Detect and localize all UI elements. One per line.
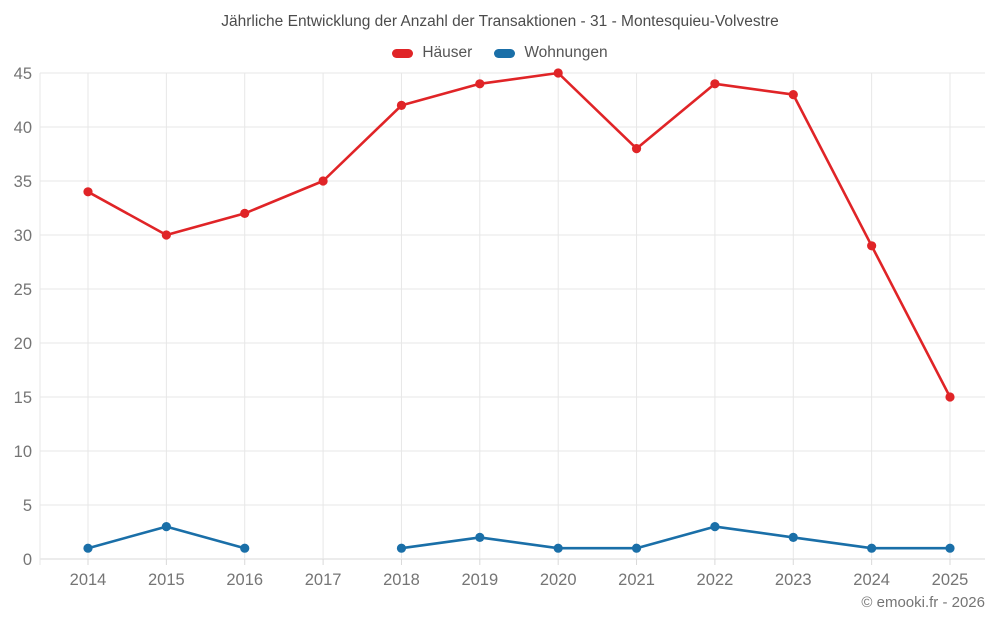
y-tick-label: 15 — [14, 389, 32, 407]
series-line-h-user — [86, 71, 952, 399]
data-point-wohnungen[interactable] — [867, 543, 877, 553]
data-point-wohnungen[interactable] — [788, 532, 798, 543]
data-point-h-user[interactable] — [83, 187, 93, 197]
x-tick-label: 2019 — [461, 571, 498, 589]
data-point-wohnungen[interactable] — [240, 543, 250, 553]
chart-title: Jährliche Entwicklung der Anzahl der Tra… — [221, 13, 779, 30]
legend-item-wohnungen[interactable]: Wohnungen — [494, 44, 608, 62]
y-tick-label: 5 — [23, 497, 32, 515]
data-point-h-user[interactable] — [945, 392, 955, 402]
x-tick-label: 2022 — [697, 571, 734, 589]
y-tick-label: 10 — [14, 443, 32, 461]
data-point-h-user[interactable] — [788, 90, 798, 100]
x-tick-label: 2025 — [932, 571, 969, 589]
x-tick-label: 2015 — [148, 571, 185, 589]
copyright-text: © emooki.fr - 2026 — [861, 594, 985, 611]
x-tick-label: 2016 — [226, 571, 263, 589]
y-tick-label: 25 — [14, 281, 32, 299]
x-tick-label: 2023 — [775, 571, 812, 589]
data-point-h-user[interactable] — [553, 68, 563, 78]
x-tick-label: 2020 — [540, 571, 577, 589]
data-point-h-user[interactable] — [240, 208, 250, 218]
data-point-wohnungen[interactable] — [945, 543, 955, 553]
series-line-wohnungen — [400, 525, 952, 550]
x-tick-label: 2018 — [383, 571, 420, 589]
x-tick-label: 2024 — [853, 571, 890, 589]
legend-swatch-icon — [494, 48, 516, 58]
legend-label: Häuser — [422, 44, 473, 61]
data-point-h-user[interactable] — [475, 79, 485, 89]
legend-item-h-user[interactable]: Häuser — [392, 44, 472, 62]
legend-label: Wohnungen — [524, 44, 608, 61]
data-point-h-user[interactable] — [161, 230, 171, 240]
data-point-wohnungen[interactable] — [396, 543, 407, 553]
data-point-h-user[interactable] — [710, 79, 720, 89]
data-point-wohnungen[interactable] — [553, 543, 563, 553]
y-tick-label: 30 — [14, 227, 32, 245]
data-point-h-user[interactable] — [867, 241, 877, 251]
x-tick-label: 2017 — [305, 571, 342, 589]
data-point-wohnungen[interactable] — [710, 522, 720, 532]
x-tick-label: 2021 — [618, 571, 655, 589]
data-point-h-user[interactable] — [396, 100, 407, 110]
data-point-wohnungen[interactable] — [631, 543, 642, 553]
y-tick-label: 35 — [14, 173, 32, 191]
y-tick-label: 40 — [14, 119, 32, 137]
data-point-wohnungen[interactable] — [83, 543, 93, 553]
chart-legend: Häuser Wohnungen — [0, 44, 1000, 62]
y-tick-label: 0 — [23, 551, 32, 569]
legend-swatch-icon — [392, 48, 414, 58]
data-point-wohnungen[interactable] — [475, 532, 485, 543]
y-tick-label: 45 — [14, 65, 32, 83]
data-point-wohnungen[interactable] — [161, 522, 171, 532]
y-tick-label: 20 — [14, 335, 32, 353]
x-tick-label: 2014 — [70, 571, 107, 589]
data-point-h-user[interactable] — [318, 176, 328, 186]
data-point-h-user[interactable] — [631, 144, 642, 154]
